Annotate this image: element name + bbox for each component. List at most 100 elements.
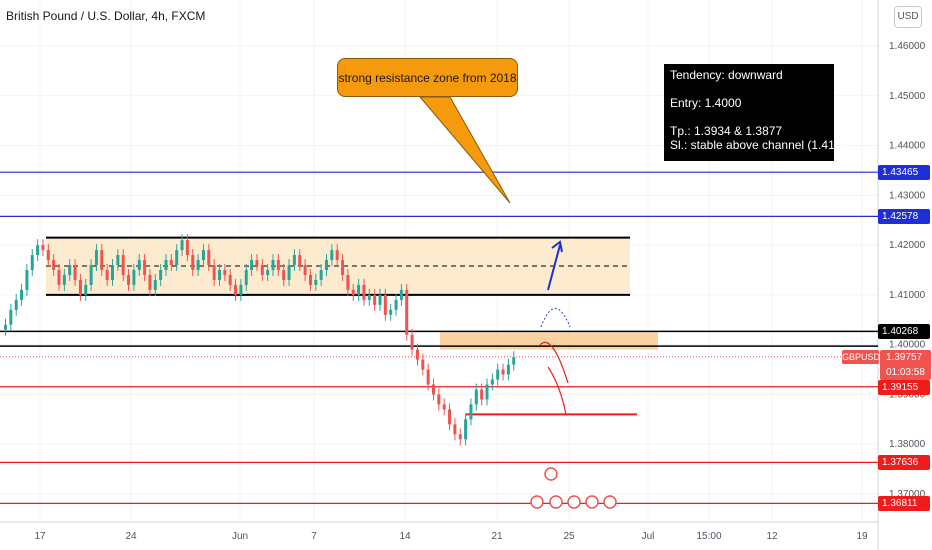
candle-body — [46, 250, 50, 261]
candle-body — [260, 265, 264, 275]
info-spacer-1 — [670, 82, 828, 96]
event-flag-icon[interactable] — [603, 495, 617, 509]
candle-body — [287, 265, 291, 280]
candle-body — [52, 260, 56, 270]
currency-button[interactable]: USD — [894, 6, 922, 28]
y-tick-label: 1.45000 — [889, 91, 926, 102]
candle-body — [303, 265, 307, 275]
candle-body — [57, 270, 61, 285]
y-tick-label: 1.42000 — [889, 240, 926, 251]
candle-body — [143, 260, 147, 275]
x-tick-label: 19 — [856, 531, 868, 542]
candle-body — [469, 404, 473, 420]
candle-body — [4, 324, 7, 330]
red-projection-1 — [539, 341, 569, 384]
price-tag-5: 1.36811 — [878, 496, 930, 512]
callout-pointer — [418, 96, 511, 204]
candle-body — [73, 265, 77, 280]
candle-body — [485, 384, 489, 400]
x-tick-label: 12 — [766, 531, 778, 542]
y-tick-label: 1.43000 — [889, 190, 926, 201]
candle-body — [9, 309, 13, 325]
candle-body — [20, 289, 24, 300]
candle-body — [244, 270, 248, 285]
candle-body — [132, 270, 136, 285]
candle-body — [426, 369, 430, 385]
info-entry: Entry: 1.4000 — [670, 96, 742, 110]
last-price: 1.39757 — [886, 352, 923, 363]
event-flag-icon[interactable] — [549, 495, 563, 509]
info-sl: Sl.: stable above channel (1.4100) — [670, 138, 853, 152]
blue-up-arrow[interactable] — [547, 244, 561, 291]
info-tp: Tp.: 1.3934 & 1.3877 — [670, 124, 783, 138]
info-tendency: Tendency: downward — [670, 68, 783, 82]
candle-body — [292, 255, 296, 266]
x-tick-label: 25 — [563, 531, 575, 542]
resistance-callout[interactable]: strong resistance zone from 2018 — [337, 58, 518, 97]
candle-body — [239, 284, 243, 295]
last-price-tag: 1.39757 01:03:58 — [880, 350, 931, 380]
candle-body — [474, 389, 478, 405]
candle-body — [185, 240, 189, 256]
candle-body — [512, 357, 516, 365]
candle-body — [501, 369, 505, 375]
event-flag-icon[interactable] — [544, 467, 558, 481]
x-tick-label: 24 — [125, 531, 137, 542]
candle-body — [373, 294, 377, 305]
candle-body — [437, 394, 441, 405]
candle-body — [276, 260, 280, 270]
candle-body — [432, 384, 435, 395]
candle-body — [201, 250, 205, 261]
blue-arrowhead — [551, 240, 563, 253]
y-tick-label: 1.37000 — [889, 489, 926, 500]
candle-body — [148, 274, 152, 290]
candle-body — [282, 270, 286, 280]
candle-body — [464, 419, 468, 440]
y-tick-label: 1.41000 — [889, 290, 926, 301]
y-tick-label: 1.39000 — [889, 389, 926, 400]
y-tick-label: 1.46000 — [889, 41, 926, 52]
candle-body — [175, 250, 179, 266]
candle-body — [357, 284, 361, 295]
candle-body — [351, 289, 355, 295]
event-flag-icon[interactable] — [530, 495, 544, 509]
candle-body — [480, 389, 484, 400]
candle-body — [212, 265, 216, 280]
candle-body — [30, 255, 34, 270]
candle-body — [271, 260, 275, 270]
trade-info-box[interactable]: Tendency: downward Entry: 1.4000 Tp.: 1.… — [664, 64, 853, 161]
bar-countdown: 01:03:58 — [886, 367, 925, 378]
candle-body — [346, 274, 350, 290]
candle-body — [250, 260, 254, 270]
event-flag-icon[interactable] — [567, 495, 581, 509]
candle-body — [378, 294, 382, 305]
x-tick-label: 15:00 — [696, 531, 721, 542]
candle-body — [448, 409, 452, 425]
candle-body — [314, 279, 318, 285]
candle-body — [405, 289, 409, 335]
candle-body — [100, 250, 104, 270]
candle-body — [330, 250, 334, 261]
symbol-title: British Pound / U.S. Dollar, 4h, FXCM — [6, 9, 206, 23]
entry-zone — [440, 332, 658, 350]
info-spacer-2 — [670, 110, 828, 124]
candle-body — [159, 270, 163, 280]
candle-body — [319, 270, 323, 280]
price-tag-1: 1.42578 — [878, 209, 930, 225]
price-tag-3: 1.39155 — [878, 379, 930, 395]
candle-body — [78, 279, 82, 295]
candle-body — [84, 284, 88, 295]
y-tick-label: 1.44000 — [889, 141, 926, 152]
x-tick-label: Jul — [642, 531, 655, 542]
candle-body — [234, 284, 238, 295]
event-flag-icon[interactable] — [585, 495, 599, 509]
x-tick-label: 17 — [34, 531, 46, 542]
candle-body — [362, 284, 366, 300]
candle-body — [207, 250, 211, 266]
candle-body — [137, 260, 141, 270]
candle-body — [442, 404, 446, 410]
x-tick-label: 7 — [311, 531, 317, 542]
candle-body — [367, 294, 371, 300]
candle-body — [496, 369, 500, 380]
